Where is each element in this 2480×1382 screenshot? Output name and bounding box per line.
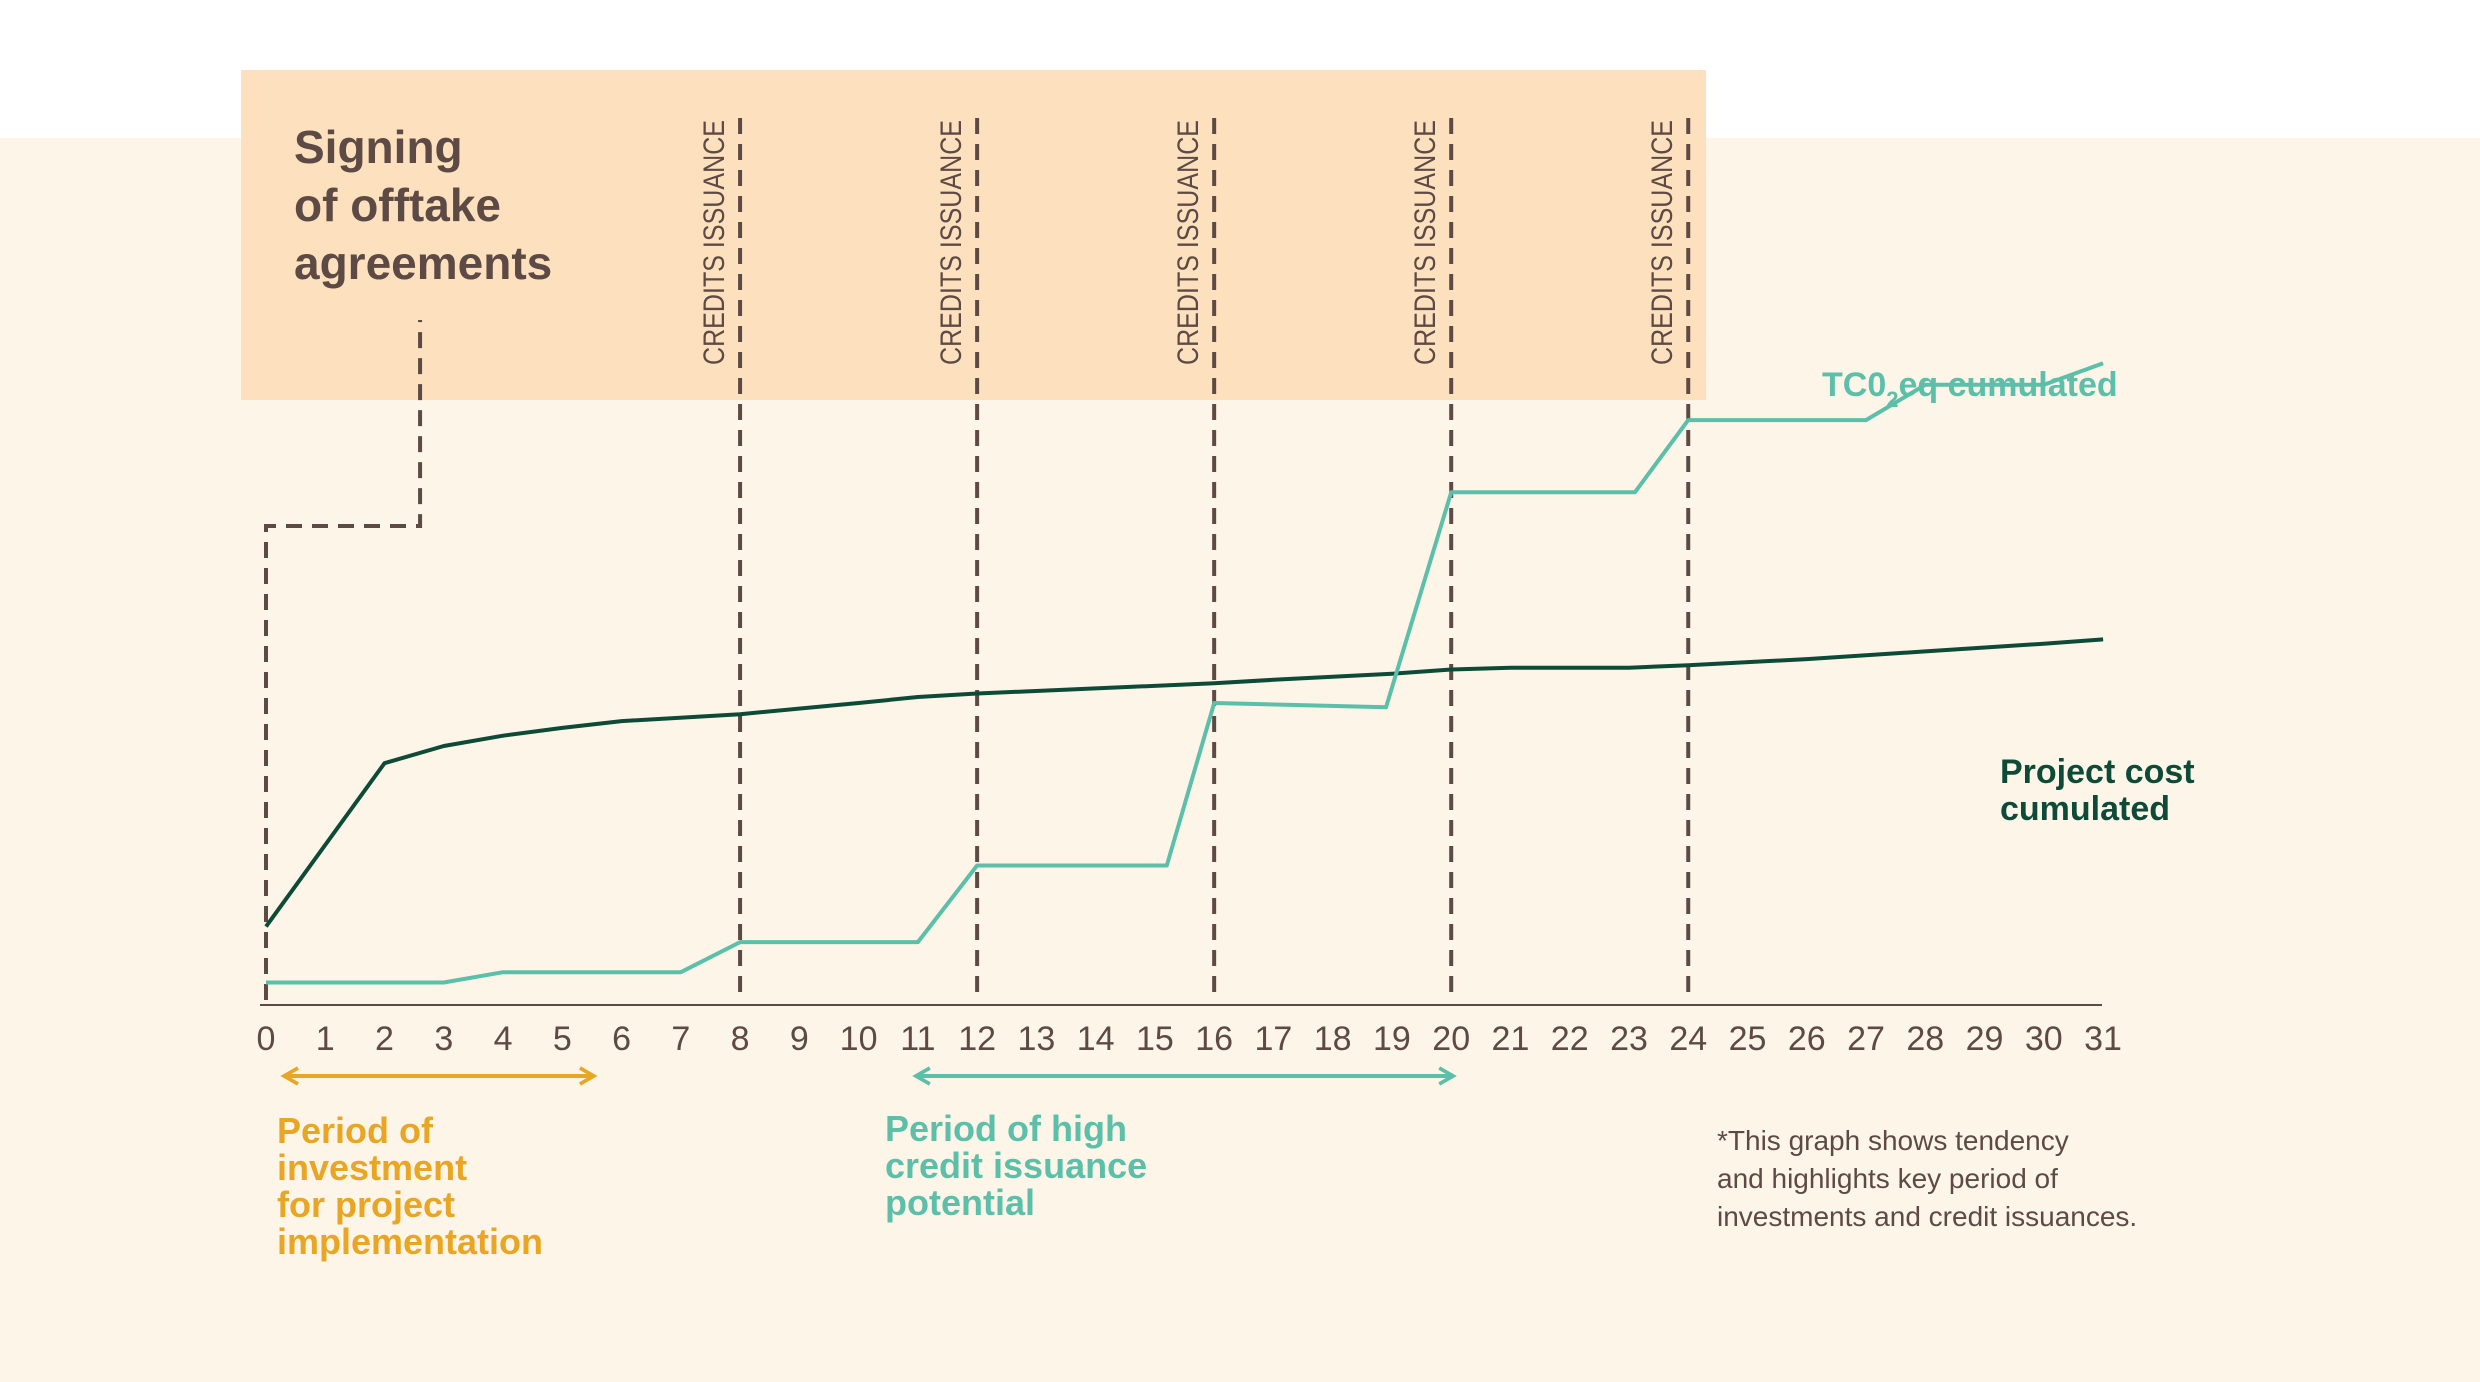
x-tick-label: 22 <box>1551 1020 1589 1058</box>
series-label-project-cost: Project cost cumulated <box>2000 753 2195 828</box>
footnote-line: *This graph shows tendency <box>1717 1125 2069 1156</box>
signing-line: agreements <box>294 237 552 289</box>
investment-line: implementation <box>277 1221 543 1262</box>
x-tick-label: 4 <box>494 1020 513 1058</box>
x-tick-label: 23 <box>1610 1020 1648 1058</box>
x-tick-label: 7 <box>671 1020 690 1058</box>
offtake-band <box>241 70 1706 400</box>
credit-issuance-lines: CREDITS ISSUANCE CREDITS ISSUANCE CREDITS … <box>698 118 1691 1000</box>
investment-line: Period of <box>277 1110 434 1151</box>
signing-offtake-title: Signing of offtake agreements <box>294 121 552 289</box>
footnote-line: and highlights key period of <box>1717 1163 2058 1194</box>
footnote: *This graph shows tendency and highlight… <box>1717 1125 2137 1232</box>
x-tick-label: 24 <box>1669 1020 1707 1058</box>
credit-issuance-label: CREDITS ISSUANCE <box>1409 120 1442 365</box>
x-tick-label: 26 <box>1788 1020 1826 1058</box>
investment-line: investment <box>277 1147 467 1188</box>
series-line-project-cost <box>264 637 2104 928</box>
series-line-tco2eq <box>266 361 2104 985</box>
investment-line: for project <box>277 1184 455 1225</box>
x-tick-label: 19 <box>1373 1020 1411 1058</box>
high-credit-line: Period of high <box>885 1108 1127 1149</box>
tco2-label-main: TC0 <box>1822 366 1886 404</box>
x-tick-label: 14 <box>1077 1020 1115 1058</box>
x-tick-label: 27 <box>1847 1020 1885 1058</box>
x-tick-label: 17 <box>1255 1020 1293 1058</box>
x-tick-label: 29 <box>1966 1020 2004 1058</box>
x-tick-label: 18 <box>1314 1020 1352 1058</box>
x-tick-labels: 0 1 2 3 4 5 6 7 8 9 10 11 12 13 14 15 16 17 18 19 20 21 22 23 24… <box>257 1020 2122 1058</box>
x-tick-label: 3 <box>434 1020 453 1058</box>
tco2-label-rest: eq cumulated <box>1898 366 2117 404</box>
series-label-tco2eq: TC02eq cumulated <box>1822 366 2118 412</box>
credit-issuance-label: CREDITS ISSUANCE <box>1646 120 1679 365</box>
investment-period-label: Period of investment for project impleme… <box>277 1110 543 1262</box>
x-tick-label: 16 <box>1195 1020 1233 1058</box>
x-tick-label: 31 <box>2084 1020 2122 1058</box>
x-tick-label: 9 <box>790 1020 809 1058</box>
x-tick-label: 28 <box>1906 1020 1944 1058</box>
x-tick-label: 8 <box>731 1020 750 1058</box>
tco2-label-sub: 2 <box>1886 387 1898 412</box>
high-credit-period-label: Period of high credit issuance potential <box>885 1108 1147 1223</box>
signing-line: Signing <box>294 121 463 173</box>
x-tick-label: 15 <box>1136 1020 1174 1058</box>
x-tick-label: 0 <box>257 1020 276 1058</box>
credit-issuance-label: CREDITS ISSUANCE <box>935 120 968 365</box>
signing-line: of offtake <box>294 179 501 231</box>
high-credit-line: potential <box>885 1182 1035 1223</box>
x-tick-label: 30 <box>2025 1020 2063 1058</box>
x-tick-label: 11 <box>900 1020 935 1058</box>
x-tick-label: 5 <box>553 1020 572 1058</box>
footnote-line: investments and credit issuances. <box>1717 1201 2137 1232</box>
x-tick-label: 21 <box>1492 1020 1530 1058</box>
x-tick-label: 20 <box>1432 1020 1470 1058</box>
signing-offtake-connector <box>264 320 423 1000</box>
cost-label-line: Project cost <box>2000 753 2195 791</box>
x-tick-label: 1 <box>316 1020 335 1058</box>
x-tick-label: 25 <box>1729 1020 1767 1058</box>
credit-issuance-label: CREDITS ISSUANCE <box>698 120 731 365</box>
x-tick-label: 6 <box>612 1020 631 1058</box>
high-credit-line: credit issuance <box>885 1145 1147 1186</box>
x-tick-label: 10 <box>840 1020 878 1058</box>
x-tick-label: 13 <box>1017 1020 1055 1058</box>
x-tick-label: 2 <box>375 1020 394 1058</box>
cost-label-line: cumulated <box>2000 790 2170 828</box>
credit-issuance-label: CREDITS ISSUANCE <box>1172 120 1205 365</box>
x-tick-label: 12 <box>958 1020 996 1058</box>
